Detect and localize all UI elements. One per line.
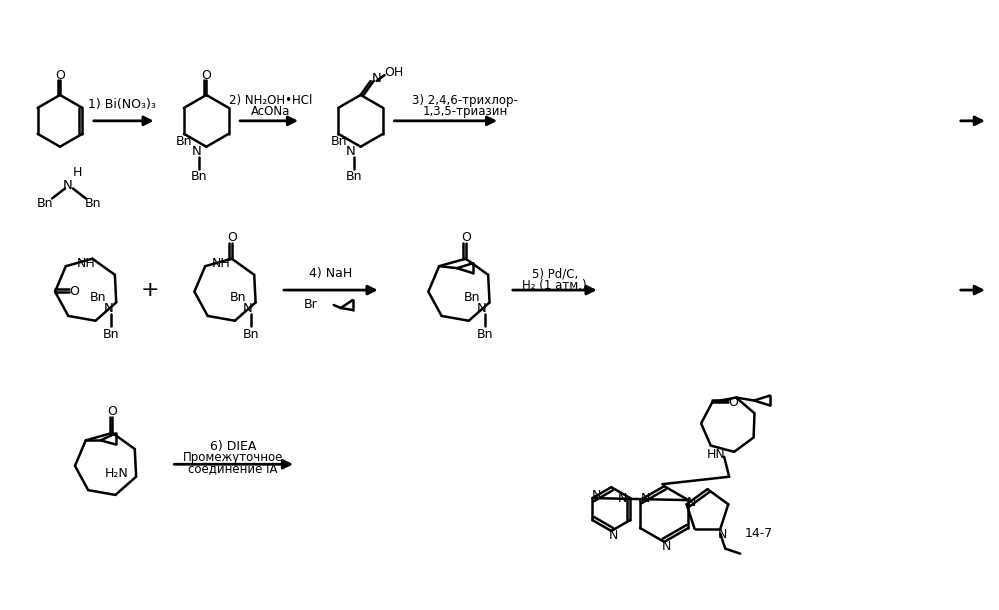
Text: H₂ (1 атм.): H₂ (1 атм.)	[522, 279, 587, 292]
Text: Bn: Bn	[90, 291, 107, 304]
Text: N: N	[640, 492, 649, 504]
Text: Bn: Bn	[37, 197, 53, 210]
Text: N: N	[192, 145, 201, 158]
Text: Bn: Bn	[477, 328, 493, 341]
Text: Bn: Bn	[464, 291, 480, 304]
Text: N: N	[243, 302, 253, 315]
Text: Bn: Bn	[85, 197, 101, 210]
Text: +: +	[140, 280, 159, 300]
Text: H: H	[73, 166, 83, 179]
Text: O: O	[55, 68, 65, 82]
Text: NH: NH	[76, 257, 95, 270]
Text: HN: HN	[707, 448, 725, 461]
Text: соединение IA: соединение IA	[189, 462, 278, 475]
Text: N: N	[104, 302, 113, 315]
Text: N: N	[63, 179, 73, 192]
Text: OH: OH	[384, 65, 404, 79]
Text: AcONa: AcONa	[252, 106, 291, 118]
Text: N: N	[617, 492, 627, 504]
Text: NH: NH	[212, 257, 231, 270]
Text: 14-7: 14-7	[744, 528, 773, 540]
Text: Bn: Bn	[346, 170, 362, 183]
Text: O: O	[461, 231, 471, 244]
Text: 5) Pd/C,: 5) Pd/C,	[531, 268, 577, 281]
Text: O: O	[107, 406, 117, 418]
Text: 1) Bi(NO₃)₃: 1) Bi(NO₃)₃	[88, 98, 156, 112]
Text: N: N	[661, 540, 671, 553]
Text: 4) NaH: 4) NaH	[309, 267, 353, 279]
Text: Bn: Bn	[103, 328, 120, 341]
Text: N: N	[687, 496, 696, 509]
Text: N: N	[591, 489, 601, 501]
Text: Bn: Bn	[243, 328, 259, 341]
Text: O: O	[728, 395, 738, 409]
Text: H₂N: H₂N	[104, 467, 128, 480]
Text: N: N	[346, 145, 356, 158]
Text: N: N	[717, 528, 727, 541]
Text: Промежуточное: Промежуточное	[183, 451, 284, 464]
Text: Br: Br	[304, 298, 318, 312]
Text: 1,3,5-триазин: 1,3,5-триазин	[423, 106, 507, 118]
Text: N: N	[477, 302, 487, 315]
Text: O: O	[202, 68, 211, 82]
Text: 2) NH₂OH•HCl: 2) NH₂OH•HCl	[230, 95, 313, 107]
Text: 6) DIEA: 6) DIEA	[210, 440, 257, 453]
Text: N: N	[372, 71, 382, 85]
Text: Bn: Bn	[191, 170, 208, 183]
Text: Bn: Bn	[331, 135, 347, 148]
Text: O: O	[227, 231, 237, 244]
Text: 3) 2,4,6-трихлор-: 3) 2,4,6-трихлор-	[413, 95, 518, 107]
Text: Bn: Bn	[230, 291, 246, 304]
Text: O: O	[69, 285, 79, 298]
Text: N: N	[608, 529, 618, 542]
Text: Bn: Bn	[176, 135, 193, 148]
